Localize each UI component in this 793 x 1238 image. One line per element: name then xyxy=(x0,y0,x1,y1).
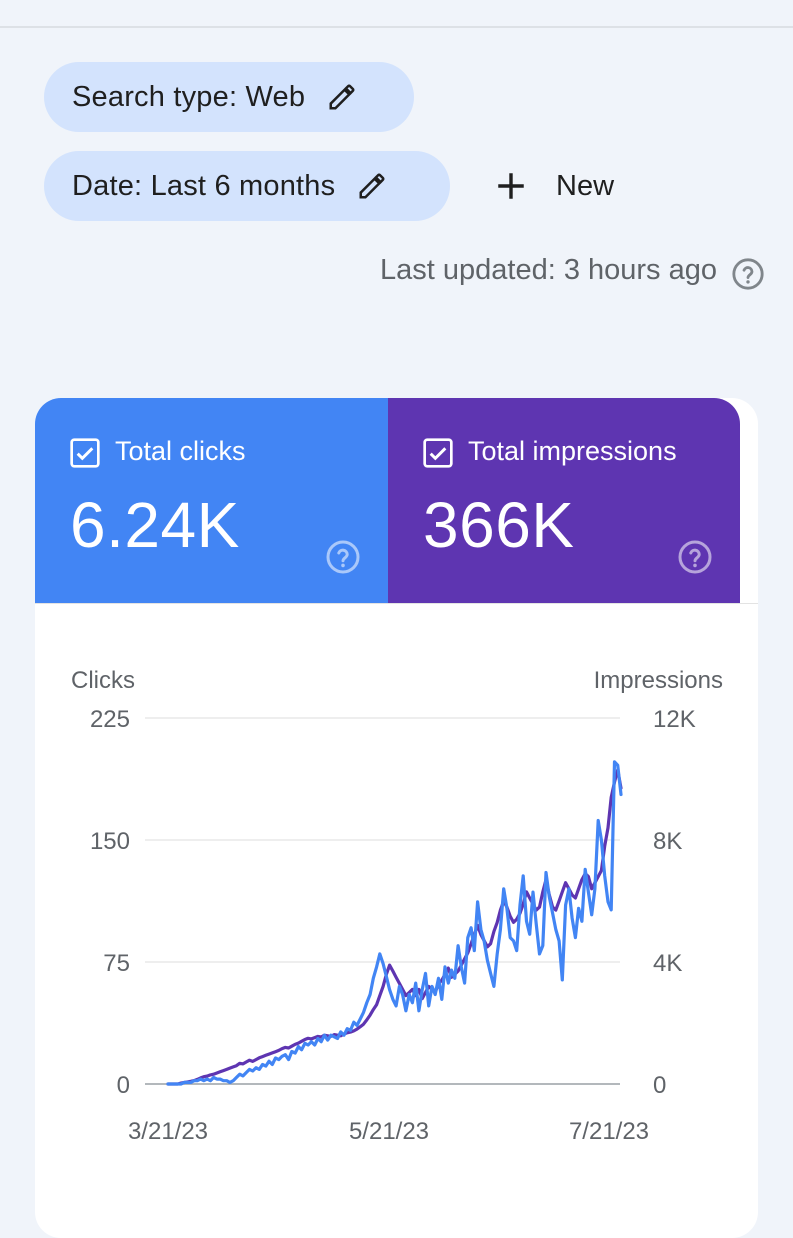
y-left-tick-label: 150 xyxy=(90,828,130,855)
y-right-tick-label: 0 xyxy=(653,1072,666,1099)
top-divider xyxy=(0,0,793,28)
help-icon[interactable] xyxy=(731,257,765,291)
chart-area: Clicks Impressions 225 12K 150 8K 75 4K 0 0 3/21/2… xyxy=(35,603,758,1238)
total-clicks-tile[interactable]: Total clicks 6.24K xyxy=(35,398,388,603)
date-filter-label: Date: Last 6 months xyxy=(72,169,336,202)
y-left-tick-label: 0 xyxy=(117,1072,130,1099)
performance-card: Total clicks 6.24K Total impressions 366… xyxy=(35,398,758,1238)
x-tick-label: 3/21/23 xyxy=(128,1118,208,1145)
clicks-series-line[interactable] xyxy=(166,760,623,1086)
pencil-icon[interactable] xyxy=(327,82,357,112)
new-filter-label: New xyxy=(556,169,615,202)
y-right-tick-label: 4K xyxy=(653,950,682,977)
x-tick-label: 5/21/23 xyxy=(349,1118,429,1145)
search-type-filter-label: Search type: Web xyxy=(72,80,306,113)
new-filter-button[interactable]: New xyxy=(494,160,614,212)
y-left-tick-label: 225 xyxy=(90,706,130,733)
plus-icon xyxy=(498,173,524,199)
y-right-axis-title: Impressions xyxy=(594,667,723,694)
performance-chart[interactable]: Clicks Impressions 225 12K 150 8K 75 4K 0 0 3/21/2… xyxy=(35,604,758,1238)
last-updated-text: Last updated: 3 hours ago xyxy=(380,254,717,286)
total-impressions-tile[interactable]: Total impressions 366K xyxy=(388,398,740,603)
total-clicks-value: 6.24K xyxy=(70,489,240,561)
date-filter-chip[interactable]: Date: Last 6 months xyxy=(44,151,450,221)
total-clicks-label: Total clicks xyxy=(115,436,246,466)
impressions-series-line[interactable] xyxy=(166,768,623,1086)
checkbox-checked-icon[interactable] xyxy=(69,437,101,469)
y-right-tick-label: 12K xyxy=(653,706,696,733)
total-impressions-label: Total impressions xyxy=(468,436,677,466)
pencil-icon[interactable] xyxy=(357,171,387,201)
x-tick-label: 7/21/23 xyxy=(569,1118,649,1145)
search-type-filter-chip[interactable]: Search type: Web xyxy=(44,62,414,132)
help-icon[interactable] xyxy=(325,539,361,575)
y-left-axis-title: Clicks xyxy=(71,667,135,694)
help-icon[interactable] xyxy=(677,539,713,575)
total-impressions-value: 366K xyxy=(423,489,575,561)
y-left-tick-label: 75 xyxy=(103,950,130,977)
y-right-tick-label: 8K xyxy=(653,828,682,855)
checkbox-checked-icon[interactable] xyxy=(422,437,454,469)
